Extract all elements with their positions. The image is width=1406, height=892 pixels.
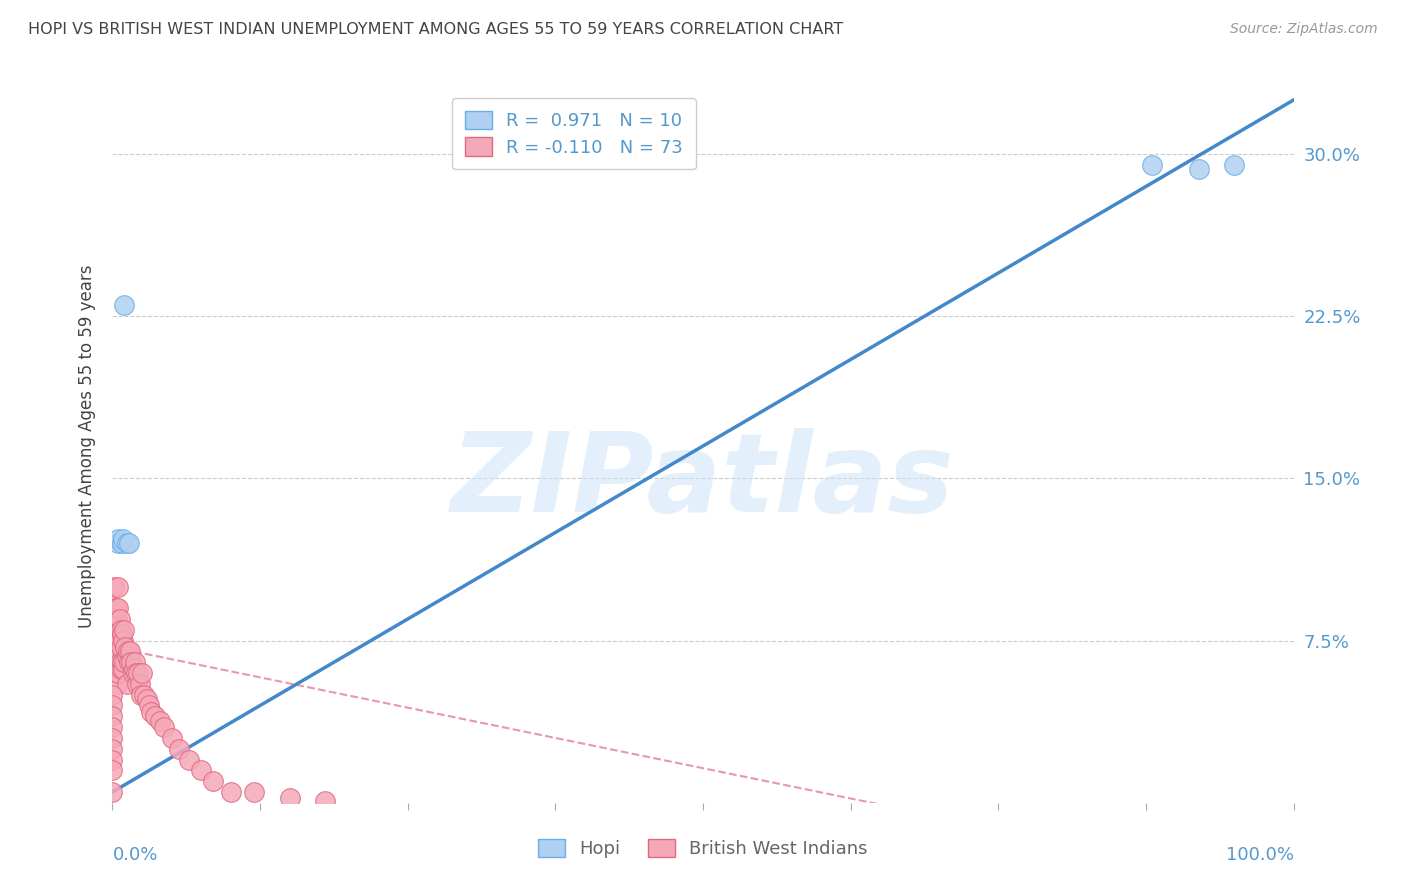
Text: Source: ZipAtlas.com: Source: ZipAtlas.com <box>1230 22 1378 37</box>
Point <box>125 666 148 681</box>
Point <box>101 709 124 723</box>
Point <box>101 764 124 778</box>
Point <box>120 644 142 658</box>
Point <box>131 666 153 681</box>
Point <box>105 666 128 681</box>
Point <box>112 623 135 637</box>
Point <box>141 705 163 719</box>
Point <box>179 753 201 767</box>
Point <box>167 741 190 756</box>
Point <box>117 644 139 658</box>
Point <box>314 794 336 808</box>
Point <box>112 298 135 312</box>
Point <box>104 618 127 632</box>
Point <box>134 688 156 702</box>
Point <box>111 627 134 641</box>
Point <box>160 731 183 745</box>
Text: HOPI VS BRITISH WEST INDIAN UNEMPLOYMENT AMONG AGES 55 TO 59 YEARS CORRELATION C: HOPI VS BRITISH WEST INDIAN UNEMPLOYMENT… <box>28 22 844 37</box>
Point <box>101 753 124 767</box>
Point <box>101 731 124 745</box>
Point <box>101 698 124 713</box>
Point <box>108 633 131 648</box>
Point <box>128 677 150 691</box>
Point <box>127 666 149 681</box>
Point <box>104 655 127 669</box>
Point <box>108 655 131 669</box>
Text: 100.0%: 100.0% <box>1226 846 1294 863</box>
Point <box>149 714 172 728</box>
Text: 0.0%: 0.0% <box>112 846 157 863</box>
Point <box>103 612 125 626</box>
Point <box>101 720 124 734</box>
Point <box>112 662 135 676</box>
Point <box>129 688 152 702</box>
Point <box>105 648 128 663</box>
Point <box>143 709 166 723</box>
Point <box>111 536 134 550</box>
Point <box>135 692 157 706</box>
Point <box>121 666 143 681</box>
Point <box>112 655 135 669</box>
Point <box>105 677 128 691</box>
Point <box>1188 162 1211 177</box>
Point <box>107 536 129 550</box>
Point <box>105 627 128 641</box>
Point <box>105 601 128 615</box>
Point <box>110 623 132 637</box>
Point <box>138 698 160 713</box>
Point <box>101 741 124 756</box>
Point <box>103 580 125 594</box>
Point <box>115 648 138 663</box>
Point <box>101 688 124 702</box>
Point <box>1223 158 1246 172</box>
Point <box>219 785 242 799</box>
Point <box>107 633 129 648</box>
Point <box>118 655 141 669</box>
Point <box>105 623 128 637</box>
Point <box>201 774 224 789</box>
Text: ZIPatlas: ZIPatlas <box>451 428 955 535</box>
Point <box>114 640 136 654</box>
Point <box>108 612 131 626</box>
Y-axis label: Unemployment Among Ages 55 to 59 years: Unemployment Among Ages 55 to 59 years <box>77 264 96 628</box>
Point <box>107 666 129 681</box>
Point <box>107 601 129 615</box>
Point <box>153 720 176 734</box>
Point <box>118 536 141 550</box>
Point <box>120 655 142 669</box>
Point <box>110 662 132 676</box>
Point <box>127 677 149 691</box>
Point <box>124 655 146 669</box>
Point <box>105 612 128 626</box>
Point <box>105 644 128 658</box>
Point <box>190 764 212 778</box>
Point <box>243 785 266 799</box>
Point <box>107 580 129 594</box>
Point <box>112 532 135 546</box>
Legend: Hopi, British West Indians: Hopi, British West Indians <box>531 831 875 865</box>
Point <box>122 662 145 676</box>
Point <box>1140 158 1163 172</box>
Point <box>111 655 134 669</box>
Point <box>104 633 127 648</box>
Point <box>104 601 127 615</box>
Point <box>115 677 138 691</box>
Point <box>101 785 124 799</box>
Point <box>112 633 135 648</box>
Point <box>103 655 125 669</box>
Point <box>103 633 125 648</box>
Point <box>115 536 138 550</box>
Point <box>278 791 301 805</box>
Point <box>110 640 132 654</box>
Point <box>107 532 129 546</box>
